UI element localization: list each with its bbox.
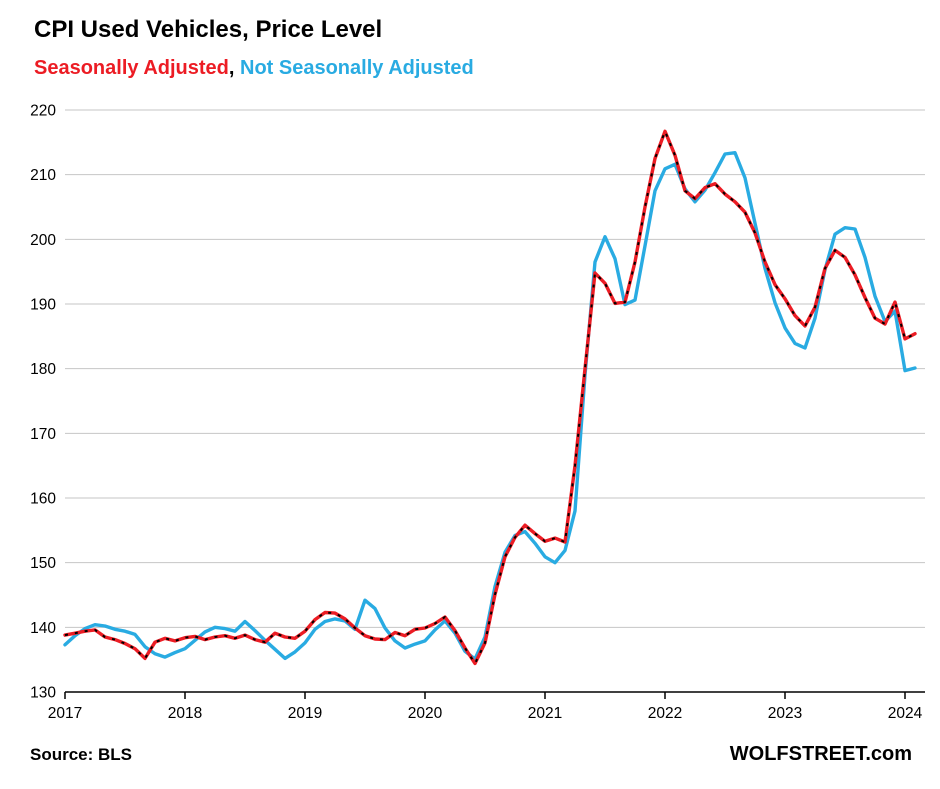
sa-line xyxy=(63,129,917,666)
y-axis-tick-label: 140 xyxy=(30,620,56,637)
y-axis-tick-label: 220 xyxy=(30,103,56,120)
legend-not-seasonally-adjusted: Not Seasonally Adjusted xyxy=(240,57,474,79)
nsa-line xyxy=(63,150,917,661)
x-axis-tick-label: 2021 xyxy=(528,705,562,722)
y-axis-tick-label: 130 xyxy=(30,685,56,702)
x-axis-tick-label: 2019 xyxy=(288,705,322,722)
chart-subtitle-legend: Seasonally Adjusted, Not Seasonally Adju… xyxy=(34,57,474,80)
legend-seasonally-adjusted: Seasonally Adjusted xyxy=(34,57,229,79)
chart-title: CPI Used Vehicles, Price Level xyxy=(34,16,383,43)
y-axis-tick-label: 150 xyxy=(30,555,56,572)
y-axis-tick-label: 190 xyxy=(30,297,56,314)
sa-line-black-dash-overlay xyxy=(64,130,916,665)
x-axis-tick-label: 2022 xyxy=(648,705,682,722)
x-axis-tick-label: 2024 xyxy=(888,705,923,722)
brand-wolfstreet: WOLFSTREET.com xyxy=(729,743,912,765)
x-axis-tick-label: 2023 xyxy=(768,705,802,722)
x-axis-tick-label: 2017 xyxy=(48,705,82,722)
y-axis-tick-label: 170 xyxy=(30,426,56,443)
y-axis-tick-label: 160 xyxy=(30,491,56,508)
x-axis-tick-label: 2018 xyxy=(168,705,202,722)
y-axis-tick-label: 180 xyxy=(30,361,56,378)
legend-separator: , xyxy=(228,57,240,79)
y-axis-tick-label: 200 xyxy=(30,232,56,249)
source-note: Source: BLS xyxy=(30,745,133,764)
x-axis-tick-label: 2020 xyxy=(408,705,443,722)
y-axis-tick-label: 210 xyxy=(30,167,56,184)
